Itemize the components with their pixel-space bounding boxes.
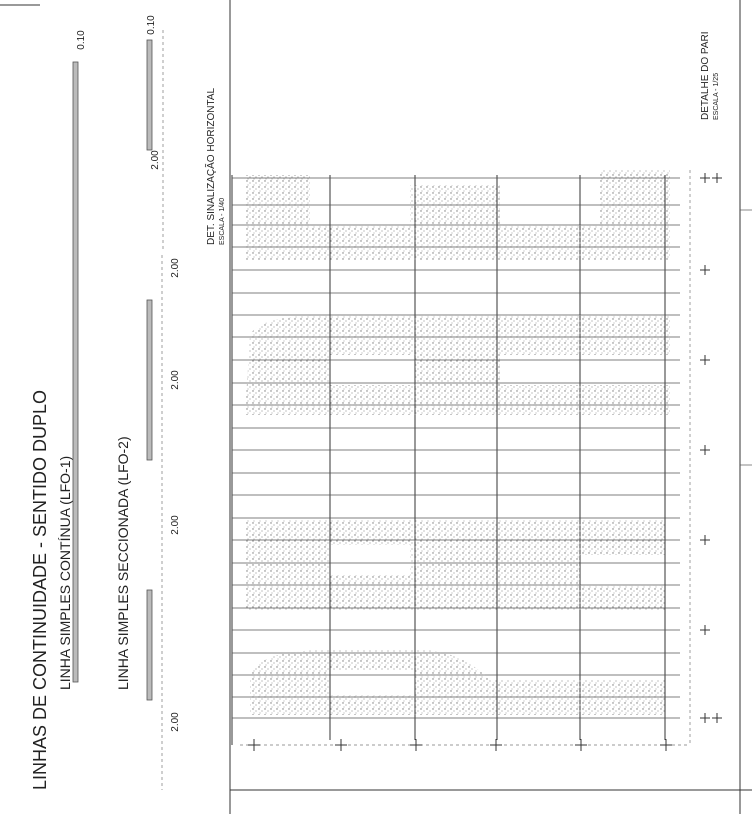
lfo1-label: LINHA SIMPLES CONTÍNUA (LFO-1) [57,456,73,690]
lfo2-segment [146,589,153,701]
detail-title: DET. SINALIZAÇÃO HORIZONTAL [204,88,217,245]
width-label: 0.10 [146,15,157,35]
lfo2-segment [146,299,153,461]
dimension-label: 2.00 [170,515,181,535]
detail-title: DETALHE DO PARI [700,31,711,120]
stippled-lettering [245,170,670,715]
lfo1-line [72,61,79,683]
detail-scale: ESCALA - 1/25 [713,73,720,120]
dimension-label: 2.00 [150,150,161,170]
dimension-label: 2.00 [170,258,181,278]
section-title: LINHAS DE CONTINUIDADE - SENTIDO DUPLO [30,390,50,790]
lfo2-label: LINHA SIMPLES SECCIONADA (LFO-2) [115,436,131,690]
cross-marks [248,173,722,751]
dimension-label: 2.00 [170,370,181,390]
detail-scale: ESCALA - 1/40 [219,198,226,245]
detail-segment [146,39,153,151]
width-label: 0.10 [76,30,87,50]
dimension-label: 2.00 [170,712,181,732]
